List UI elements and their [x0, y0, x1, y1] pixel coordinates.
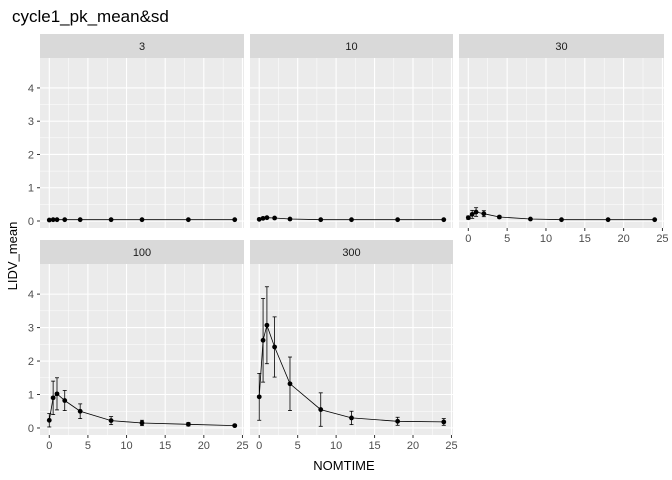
- data-point: [465, 215, 471, 221]
- data-point: [395, 217, 401, 223]
- y-tick-label: 2: [28, 149, 34, 161]
- data-point: [287, 381, 293, 387]
- x-tick-label: 25: [445, 440, 457, 452]
- facet-strip: [250, 240, 453, 264]
- y-tick-label: 0: [28, 423, 34, 435]
- panel-background: [40, 58, 244, 228]
- x-tick-label: 5: [504, 233, 510, 245]
- panel-background: [250, 58, 453, 228]
- data-point: [441, 217, 447, 223]
- chart-title: cycle1_pk_mean&sd: [12, 7, 169, 26]
- x-tick-label: 0: [46, 440, 52, 452]
- facet-strip-label: 300: [342, 247, 360, 259]
- data-point: [272, 344, 278, 350]
- data-point: [264, 215, 270, 221]
- data-point: [395, 418, 401, 424]
- x-tick-label: 10: [120, 440, 132, 452]
- data-point: [50, 395, 56, 401]
- data-point: [349, 217, 354, 223]
- x-tick-label: 10: [330, 440, 342, 452]
- facet-strip-label: 100: [133, 247, 151, 259]
- y-tick-label: 3: [28, 323, 34, 335]
- data-point: [481, 211, 487, 217]
- data-point: [469, 211, 475, 217]
- data-point: [185, 421, 191, 427]
- x-tick-label: 20: [407, 440, 419, 452]
- data-point: [496, 214, 502, 220]
- x-tick-label: 20: [198, 440, 210, 452]
- facet-strip: [459, 34, 664, 58]
- data-point: [77, 217, 83, 223]
- facet-panel-100: 100 0 1 2 3 4 0 5 10 15 20 25: [28, 240, 249, 452]
- facet-panel-3: 3 0 1 2 3 4: [28, 34, 244, 228]
- data-point: [318, 407, 324, 412]
- facet-strip: [40, 34, 244, 58]
- data-point: [605, 217, 611, 223]
- data-point: [287, 216, 293, 222]
- facet-strip-label: 3: [139, 41, 145, 53]
- y-tick-label: 0: [28, 216, 34, 228]
- x-tick-label: 15: [368, 440, 380, 452]
- y-tick-label: 1: [28, 183, 34, 195]
- x-tick-label: 5: [85, 440, 91, 452]
- facet-strip: [250, 34, 453, 58]
- data-point: [264, 322, 270, 328]
- facet-panel-30: 30 0 5 10 15 20 25: [459, 34, 669, 245]
- y-tick-label: 2: [28, 356, 34, 368]
- facet-panel-10: 10: [250, 34, 453, 228]
- data-point: [108, 418, 114, 424]
- data-point: [652, 217, 658, 223]
- data-point: [528, 216, 533, 222]
- data-point: [232, 217, 238, 223]
- y-tick-label: 4: [28, 83, 34, 95]
- data-point: [473, 209, 479, 215]
- data-point: [46, 417, 52, 423]
- facet-strip-label: 10: [345, 41, 357, 53]
- data-point: [272, 215, 278, 221]
- data-point: [441, 419, 447, 425]
- data-point: [62, 398, 68, 403]
- data-point: [139, 217, 145, 223]
- x-tick-label: 0: [465, 233, 471, 245]
- data-point: [260, 215, 266, 221]
- panel-background: [459, 58, 664, 228]
- data-point: [318, 217, 324, 223]
- facet-strip: [40, 240, 244, 264]
- y-axis-title: LIDV_mean: [5, 222, 20, 291]
- facet-strip-label: 30: [555, 41, 567, 53]
- x-tick-label: 25: [236, 440, 248, 452]
- data-point: [139, 420, 145, 426]
- x-tick-label: 25: [656, 233, 668, 245]
- panel-background: [250, 264, 453, 435]
- data-point: [54, 391, 60, 397]
- data-point: [260, 337, 266, 343]
- data-point: [108, 217, 114, 223]
- x-tick-label: 20: [617, 233, 629, 245]
- data-point: [185, 217, 191, 223]
- data-point: [232, 423, 238, 429]
- data-point: [46, 217, 52, 223]
- data-point: [256, 216, 262, 222]
- data-point: [54, 217, 60, 223]
- x-tick-label: 5: [295, 440, 301, 452]
- x-tick-label: 15: [579, 233, 591, 245]
- x-axis-title: NOMTIME: [313, 458, 375, 473]
- x-tick-label: 15: [159, 440, 171, 452]
- data-point: [77, 408, 83, 414]
- data-point: [256, 394, 262, 400]
- y-tick-label: 1: [28, 390, 34, 402]
- panel-background: [40, 264, 244, 435]
- y-tick-label: 3: [28, 116, 34, 128]
- data-point: [349, 415, 354, 421]
- x-tick-label: 0: [256, 440, 262, 452]
- x-tick-label: 10: [540, 233, 552, 245]
- data-point: [559, 217, 564, 223]
- facet-panel-300: 300 0 5 10 15 20 25: [250, 240, 458, 452]
- y-tick-label: 4: [28, 289, 34, 301]
- data-point: [62, 217, 68, 223]
- data-point: [50, 217, 56, 223]
